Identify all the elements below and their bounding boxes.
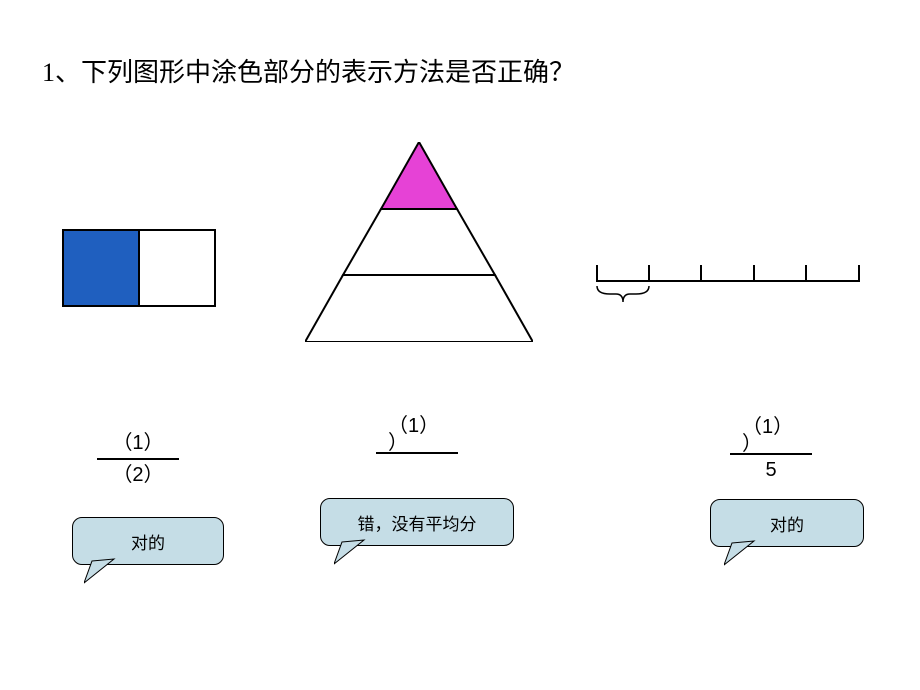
bubble-1-text: 对的 — [131, 529, 165, 554]
fraction-3-paren: ） — [730, 437, 812, 451]
bubble-3-tail — [724, 539, 764, 567]
fraction-1-bar — [97, 458, 179, 460]
fraction-3-den: 5 — [730, 457, 812, 483]
fraction-1-den: （2） — [97, 462, 179, 488]
number-line — [596, 256, 860, 308]
fraction-1-num: （1） — [97, 430, 179, 456]
fraction-2: （1） ） — [376, 416, 458, 456]
bubble-1: 对的 — [72, 517, 224, 565]
square-right-empty — [138, 229, 216, 307]
bubble-3: 对的 — [710, 499, 864, 547]
square-left-shaded — [62, 229, 140, 307]
fraction-3: （1） ） 5 — [730, 417, 812, 483]
fraction-1: （1） （2） — [97, 430, 179, 488]
question-text: 1、下列图形中涂色部分的表示方法是否正确？ — [42, 52, 575, 89]
bubble-2-tail — [334, 538, 374, 566]
bubble-1-tail — [84, 557, 124, 585]
triangle-shape — [305, 142, 533, 342]
bubble-3-text: 对的 — [770, 511, 804, 536]
bubble-2: 错，没有平均分 — [320, 498, 514, 546]
bubble-2-text: 错，没有平均分 — [358, 510, 477, 535]
fraction-2-paren: ） — [376, 436, 458, 450]
